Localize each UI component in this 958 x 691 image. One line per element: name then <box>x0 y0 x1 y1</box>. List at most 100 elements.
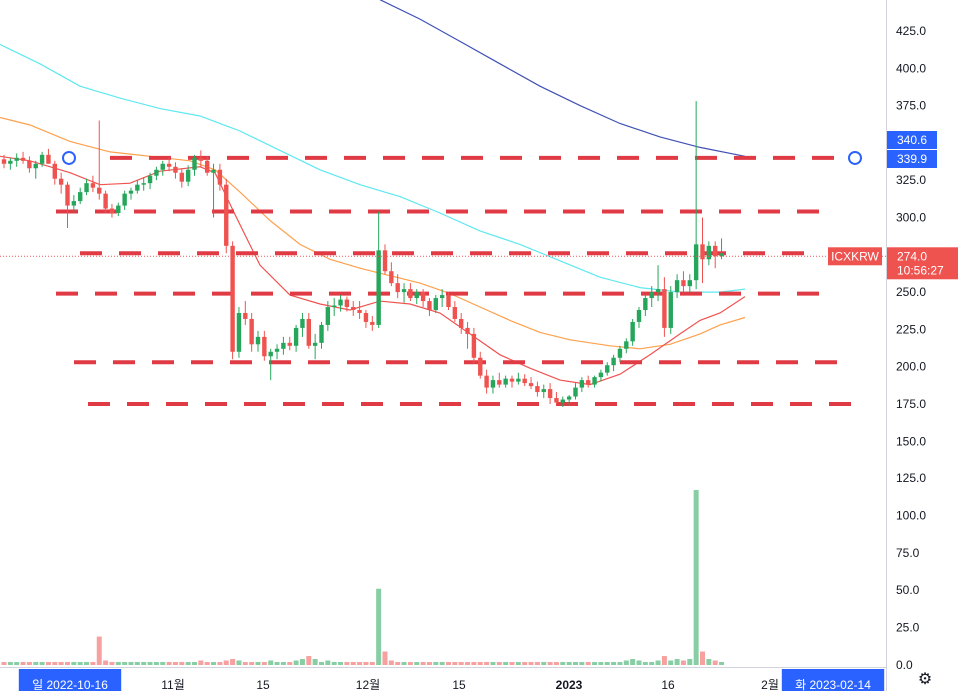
price-tick-label: 225.0 <box>896 322 926 336</box>
price-tick-label: 150.0 <box>896 434 926 448</box>
volume-bar <box>706 659 712 665</box>
candle-body <box>503 378 508 385</box>
candle-body <box>243 312 248 319</box>
price-tick-label: 325.0 <box>896 173 926 187</box>
volume-bar <box>712 660 718 665</box>
candle-body <box>414 292 419 299</box>
volume-bar <box>439 662 445 665</box>
candle-body <box>516 378 521 382</box>
candle-body <box>141 183 146 185</box>
candle-body <box>198 157 204 161</box>
candle-body <box>662 289 667 328</box>
candle-body <box>535 386 540 393</box>
volume-bar <box>128 662 134 665</box>
candle-body <box>236 312 242 352</box>
volume-bar <box>674 659 680 665</box>
candle-body <box>573 387 578 397</box>
volume-bar <box>198 660 204 665</box>
level-handles <box>62 150 862 165</box>
candle-body <box>262 336 267 357</box>
volume-bar <box>172 662 178 665</box>
candle-body <box>408 289 413 299</box>
candle-body <box>58 178 64 185</box>
candle-body <box>382 250 388 272</box>
volume-bar <box>630 659 636 665</box>
volume-tick-label: 50.0 <box>896 583 920 597</box>
price-axis-panel[interactable] <box>886 0 958 691</box>
volume-bar <box>261 662 267 665</box>
volume-tick-label: 0.0 <box>896 658 913 672</box>
time-tick-label: 12월 <box>356 678 380 691</box>
volume-bar <box>223 660 229 665</box>
volume-bar <box>369 662 375 665</box>
volume-bar <box>306 656 312 665</box>
level-handle-left <box>62 150 76 165</box>
candle-body <box>586 380 591 385</box>
volume-bar <box>160 662 166 665</box>
price-badge-value: 340.6 <box>897 133 927 147</box>
candle-body <box>395 283 400 293</box>
candle-body <box>655 289 661 293</box>
volume-bar <box>115 662 121 665</box>
candle-body <box>39 154 45 164</box>
volume-bar <box>179 662 185 665</box>
candle-body <box>617 348 623 358</box>
candle-body <box>287 342 292 346</box>
volume-bar <box>52 662 58 665</box>
candle-body <box>1 159 7 164</box>
candle-body <box>713 245 718 257</box>
candle-body <box>281 342 286 349</box>
candle-body <box>52 163 57 179</box>
time-cursor-label: 화 2023-02-14 <box>795 678 871 691</box>
candle-body <box>376 250 381 325</box>
candle-body <box>478 357 483 376</box>
volume-bar <box>560 662 566 665</box>
volume-bar <box>655 660 661 665</box>
candle-body <box>541 389 546 393</box>
volume-bar <box>376 588 382 665</box>
candle-body <box>357 310 362 313</box>
volume-bar <box>604 662 610 665</box>
last-price-value: 274.0 <box>897 249 927 263</box>
candle-body <box>605 365 610 373</box>
candle-body <box>433 298 438 311</box>
candle-body <box>484 375 489 388</box>
price-tick-label: 175.0 <box>896 397 926 411</box>
candle-body <box>579 380 585 388</box>
candle-body <box>668 292 673 328</box>
candle-body <box>65 184 70 206</box>
candle-body <box>268 351 273 357</box>
bar-countdown: 10:56:27 <box>897 263 944 277</box>
volume-bar <box>58 662 64 665</box>
volume-bar <box>509 662 515 665</box>
volume-bar <box>458 662 464 665</box>
candle-body <box>351 307 356 311</box>
volume-bar <box>414 662 420 665</box>
time-axis[interactable]: 일 2022-10-16 11월 15 12월 15 2023 16 2월 화 2023-02-… <box>0 667 886 691</box>
time-tick-label: 11월 <box>161 678 185 691</box>
candle-body <box>293 327 299 346</box>
moving-average-line <box>0 43 746 293</box>
time-tick-label: 2023 <box>556 678 583 691</box>
volume-bar <box>407 662 413 665</box>
volume-bar <box>293 660 299 665</box>
candle-body <box>370 321 375 325</box>
candle-body <box>719 253 724 257</box>
candle-body <box>319 324 324 343</box>
volume-bar <box>357 662 363 665</box>
time-tick-label: 16 <box>661 678 675 691</box>
candle-body <box>566 396 572 400</box>
candle-body <box>624 341 629 349</box>
candle-body <box>249 318 254 345</box>
time-tick-label: 15 <box>256 678 270 691</box>
volume-bar <box>598 662 604 665</box>
volume-bar <box>522 662 528 665</box>
candle-body <box>166 163 172 167</box>
symbol-label: ICXKRW <box>831 249 879 263</box>
volume-bar <box>166 662 172 665</box>
volume-axis-ticks: 125.0 100.0 75.0 50.0 25.0 0.0 <box>896 471 926 672</box>
candle-body <box>332 305 337 308</box>
settings-gear-icon[interactable]: ⚙ <box>917 671 933 688</box>
volume-tick-label: 75.0 <box>896 546 920 560</box>
